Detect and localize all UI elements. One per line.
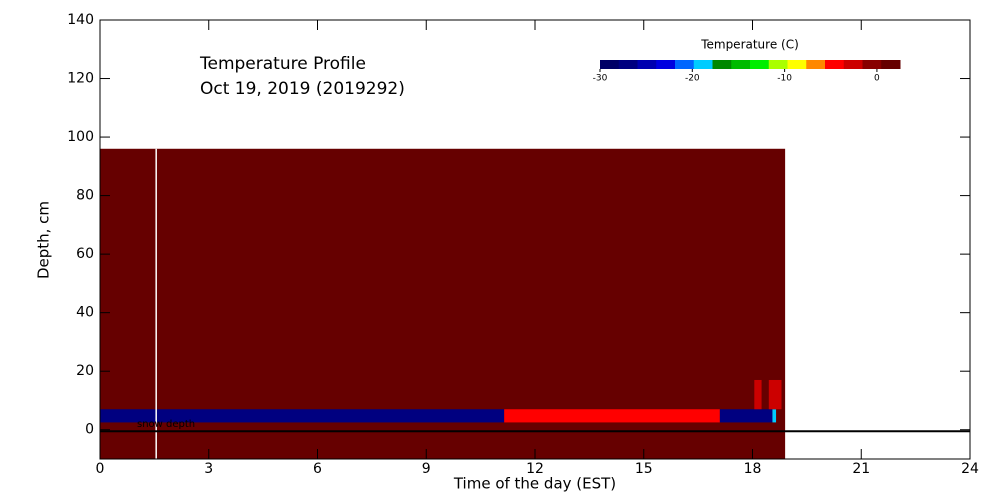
- y-tick-label: 120: [67, 71, 94, 87]
- y-tick-label: 0: [85, 422, 94, 438]
- x-tick-label: 9: [422, 461, 431, 477]
- colorbar-segment: [862, 60, 882, 69]
- y-tick-label: 80: [76, 188, 94, 204]
- colorbar-segment: [693, 60, 713, 69]
- colorbar-segment: [637, 60, 657, 69]
- heatmap-cell: [100, 148, 786, 460]
- heatmap-cell: [100, 409, 505, 423]
- x-axis-label: Time of the day (EST): [453, 475, 616, 493]
- x-tick-label: 3: [204, 461, 213, 477]
- colorbar-segment: [750, 60, 770, 69]
- x-tick-label: 0: [96, 461, 105, 477]
- colorbar-segment: [600, 60, 620, 69]
- x-tick-label: 15: [635, 461, 653, 477]
- colorbar-segment: [768, 60, 788, 69]
- chart-title: Temperature Profile: [199, 54, 366, 74]
- x-tick-label: 18: [744, 461, 762, 477]
- snow-depth-label: snow depth: [137, 419, 195, 430]
- colorbar-tick-label: -10: [777, 74, 792, 84]
- heatmap-cell: [504, 409, 720, 423]
- x-tick-label: 24: [961, 461, 979, 477]
- y-axis-label: Depth, cm: [35, 201, 53, 279]
- plot-area: [100, 148, 786, 460]
- heatmap-cell: [772, 409, 777, 423]
- y-tick-label: 140: [67, 12, 94, 28]
- colorbar-segment: [618, 60, 638, 69]
- colorbar-segment: [712, 60, 732, 69]
- x-tick-label: 6: [313, 461, 322, 477]
- chart-subtitle: Oct 19, 2019 (2019292): [200, 79, 405, 99]
- y-tick-label: 20: [76, 363, 94, 379]
- heatmap-cell: [754, 379, 762, 410]
- colorbar-segment: [787, 60, 807, 69]
- colorbar-segment: [825, 60, 845, 69]
- colorbar-segment: [675, 60, 695, 69]
- heatmap-cell: [719, 409, 773, 423]
- colorbar-tick-label: -30: [593, 74, 608, 84]
- x-tick-label: 21: [852, 461, 870, 477]
- x-tick-label: 12: [526, 461, 544, 477]
- colorbar-segment: [731, 60, 751, 69]
- colorbar-segment: [843, 60, 863, 69]
- y-tick-label: 60: [76, 246, 94, 262]
- colorbar-segment: [656, 60, 676, 69]
- heatmap-cell: [768, 379, 782, 410]
- y-tick-label: 40: [76, 305, 94, 321]
- colorbar-segment: [881, 60, 901, 69]
- colorbar-tick-label: 0: [874, 74, 880, 84]
- y-tick-label: 100: [67, 129, 94, 145]
- colorbar-tick-label: -20: [685, 74, 700, 84]
- colorbar-title: Temperature (C): [700, 38, 799, 52]
- colorbar-segment: [806, 60, 826, 69]
